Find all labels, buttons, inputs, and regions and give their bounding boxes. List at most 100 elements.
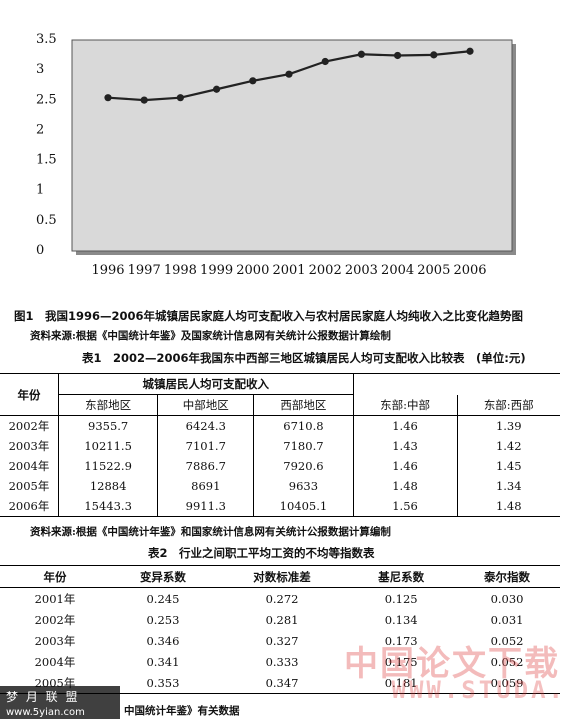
table-cell: 1.42 <box>456 436 560 456</box>
table-cell: 2004年 <box>34 654 76 669</box>
table-cell: 15443.3 <box>57 496 158 517</box>
table-cell: 1.45 <box>456 456 560 476</box>
x-tick-label: 1996 <box>91 263 124 278</box>
table-cell: 0.175 <box>384 654 418 669</box>
table-cell: 1.39 <box>456 415 560 436</box>
x-tick-label: 2005 <box>417 263 450 278</box>
x-tick-label: 2002 <box>309 263 342 278</box>
table-cell: 7920.6 <box>253 456 354 476</box>
table-cell: 0.173 <box>384 633 418 648</box>
table1-col-header: 东部:西部 <box>456 394 560 416</box>
corner-logo-title: 梦 月 联 盟 <box>6 690 80 704</box>
plot-area <box>71 39 513 252</box>
table-row: 2005年 12884 8691 9633 1.48 1.34 <box>0 476 560 496</box>
data-point <box>104 94 112 102</box>
table-cell: 1.34 <box>456 476 560 496</box>
x-tick-label: 2004 <box>381 263 414 278</box>
table-cell: 6424.3 <box>157 415 254 436</box>
table1-col-header: 东部:中部 <box>352 394 458 416</box>
table-cell: 6710.8 <box>253 415 354 436</box>
table-cell: 0.327 <box>265 633 299 648</box>
table2-source-fragment: 中国统计年鉴》有关数据 <box>124 705 240 717</box>
table2: 年份 变异系数 对数标准差 基尼系数 泰尔指数 2001年 0.245 0.272 0… <box>0 565 560 694</box>
table-cell: 0.125 <box>384 591 418 606</box>
table-cell: 2002年 <box>8 419 50 433</box>
table-cell: 7886.7 <box>157 456 254 476</box>
table-cell: 1.48 <box>352 476 458 496</box>
y-tick-label: 1 <box>36 183 44 198</box>
y-tick-label: 0.5 <box>36 213 57 228</box>
figure-caption: 图1 我国1996—2006年城镇居民家庭人均可支配收入与农村居民家庭人均纯收入… <box>14 309 524 323</box>
table1-source: 资料来源:根据《中国统计年鉴》和国家统计信息网有关统计公报数据计算编制 <box>30 526 391 538</box>
table-cell: 0.347 <box>215 672 349 694</box>
table1-col-header: 西部地区 <box>253 394 354 416</box>
table1-title: 表1 2002—2006年我国东中西部三地区城镇居民人均可支配收入比较表 (单位… <box>82 351 526 365</box>
table-cell: 0.272 <box>265 591 299 606</box>
data-point <box>213 85 221 93</box>
table2-col-header: 年份 <box>0 565 110 588</box>
data-point <box>430 51 438 59</box>
data-point <box>285 70 293 78</box>
table2-title: 表2 行业之间职工平均工资的不均等指数表 <box>148 546 375 560</box>
x-tick-label: 2001 <box>272 263 305 278</box>
x-tick-label: 1997 <box>128 263 161 278</box>
table-cell: 11522.9 <box>57 456 158 476</box>
corner-logo: 梦 月 联 盟 www.5yian.com <box>0 686 120 719</box>
y-tick-label: 2.5 <box>36 92 57 107</box>
table1-year-header: 年份 <box>0 373 59 416</box>
table-row: 2004年 11522.9 7886.7 7920.6 1.46 1.45 <box>0 456 560 476</box>
table-cell: 0.181 <box>348 672 455 694</box>
table-cell: 0.346 <box>146 633 180 648</box>
table-row: 2001年 0.245 0.272 0.125 0.030 <box>0 588 560 610</box>
table-cell: 9355.7 <box>57 415 158 436</box>
y-tick-label: 3.5 <box>36 32 57 47</box>
x-tick-label: 1999 <box>200 263 233 278</box>
table-cell: 2006年 <box>0 496 59 517</box>
table-row: 2006年 15443.3 9911.3 10405.1 1.56 1.48 <box>0 496 560 517</box>
table-cell: 10211.5 <box>57 436 158 456</box>
table-cell: 0.031 <box>490 612 524 627</box>
table-cell: 0.052 <box>490 633 524 648</box>
table-cell: 8691 <box>157 476 254 496</box>
watermark-url: WWW.STUDA. <box>391 676 566 704</box>
table-cell: 1.46 <box>352 415 458 436</box>
table1-group-spacer <box>352 373 560 395</box>
table-cell: 0.134 <box>384 612 418 627</box>
table-cell: 0.059 <box>454 672 560 694</box>
table-cell: 0.245 <box>146 591 180 606</box>
table-cell: 1.48 <box>456 496 560 517</box>
table-cell: 0.030 <box>490 591 524 606</box>
data-point <box>394 51 402 60</box>
data-point <box>249 77 257 85</box>
table-cell: 0.333 <box>265 654 299 669</box>
table1-col-header: 中部地区 <box>157 394 254 416</box>
table-row: 2003年 0.346 0.327 0.173 0.052 <box>0 630 560 651</box>
data-point <box>176 94 184 102</box>
table-cell: 7101.7 <box>157 436 254 456</box>
table-cell: 2005年 <box>8 479 50 493</box>
table-cell: 0.281 <box>265 612 299 627</box>
table-cell: 1.46 <box>352 456 458 476</box>
table-cell: 1.56 <box>352 496 458 517</box>
corner-logo-url: www.5yian.com <box>6 707 85 718</box>
table-cell: 10405.1 <box>253 496 354 517</box>
table-cell: 0.353 <box>110 672 216 694</box>
table-cell: 2003年 <box>8 439 50 453</box>
data-point <box>357 50 365 58</box>
table2-col-header: 基尼系数 <box>348 565 455 588</box>
table-row: 2005年 0.353 0.347 0.181 0.059 <box>0 672 560 694</box>
x-tick-label: 2003 <box>345 263 378 278</box>
table-cell: 2002年 <box>34 612 76 627</box>
income-ratio-line-chart: 3.532.521.510.50 1996 1997 1998 1999 2000 200… <box>36 32 516 278</box>
table1-col-header: 东部地区 <box>57 394 158 416</box>
table-row: 2003年 10211.5 7101.7 7180.7 1.43 1.42 <box>0 436 560 456</box>
figure-source: 资料来源:根据《中国统计年鉴》及国家统计信息网有关统计公报数据计算绘制 <box>30 330 391 342</box>
table-cell: 1.43 <box>352 436 458 456</box>
y-tick-label: 3 <box>36 62 44 77</box>
watermark-text: 中国论文下载 <box>344 644 560 684</box>
table-cell: 7180.7 <box>253 436 354 456</box>
y-tick-label: 2 <box>36 122 44 137</box>
table-cell: 9633 <box>253 476 354 496</box>
x-tick-label: 2006 <box>453 263 486 278</box>
x-tick-label: 2000 <box>236 263 269 278</box>
